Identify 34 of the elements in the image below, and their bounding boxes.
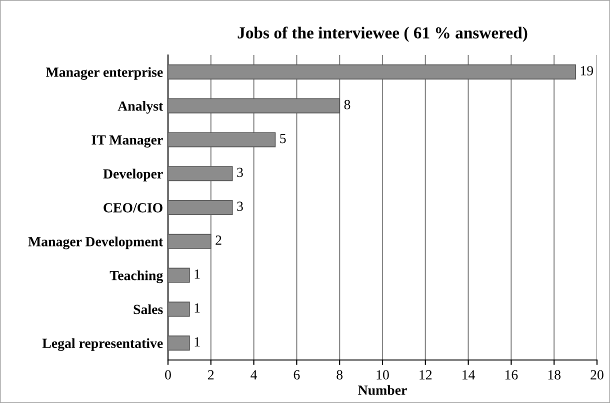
x-tick-label: 18 [548,370,561,380]
x-tick-label: 12 [420,370,432,380]
x-tick-label: 4 [250,370,258,380]
data-label: 5 [280,134,286,144]
x-tick-label: 6 [294,370,300,380]
x-tick-label: 0 [165,370,171,380]
y-tick-label: Manager Development [28,236,164,250]
x-tick-label: 16 [505,370,518,380]
y-tick-label: Manager enterprise [46,67,163,80]
bar [168,302,190,317]
bar [168,336,190,351]
chart-title: Jobs of the interviewee ( 61 % answered) [238,26,528,42]
data-label: 8 [344,100,350,110]
x-tick-label: 14 [462,370,476,380]
x-tick-label: 20 [590,370,604,380]
x-tick-label: 2 [208,370,214,380]
y-tick-label: Analyst [118,101,164,114]
x-axis-title: Number [358,385,407,395]
data-label: 1 [194,269,200,279]
data-label: 3 [237,202,243,211]
x-tick-label: 10 [376,370,389,380]
data-label: 3 [237,168,243,178]
data-label: 2 [216,236,222,245]
y-tick-label: IT Manager [92,135,163,148]
y-tick-label: Sales [134,304,163,314]
data-label: 1 [194,337,200,346]
y-tick-label: Developer [103,168,163,182]
bar [168,268,190,283]
data-label: 1 [194,303,200,313]
y-tick-label: Teaching [110,270,164,284]
y-tick-label: Legal representative [42,338,163,351]
y-tick-label: CEO/CIO [104,203,162,212]
data-label: 19 [580,66,594,76]
x-tick-label: 8 [336,370,343,380]
